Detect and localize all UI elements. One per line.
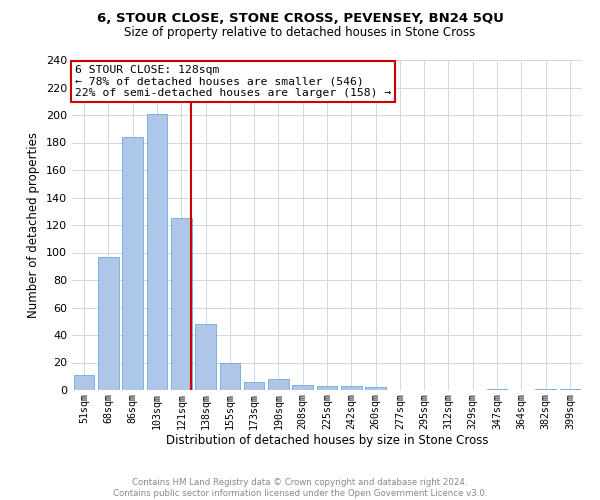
Bar [268, 379, 289, 390]
Bar [98, 256, 119, 390]
Bar [365, 387, 386, 390]
Text: 6 STOUR CLOSE: 128sqm
← 78% of detached houses are smaller (546)
22% of semi-det: 6 STOUR CLOSE: 128sqm ← 78% of detached … [74, 65, 391, 98]
Bar [220, 362, 240, 390]
Bar [292, 384, 313, 390]
Bar [195, 324, 216, 390]
Text: Contains HM Land Registry data © Crown copyright and database right 2024.
Contai: Contains HM Land Registry data © Crown c… [113, 478, 487, 498]
Bar [560, 388, 580, 390]
Bar [171, 218, 191, 390]
Text: 6, STOUR CLOSE, STONE CROSS, PEVENSEY, BN24 5QU: 6, STOUR CLOSE, STONE CROSS, PEVENSEY, B… [97, 12, 503, 26]
Bar [146, 114, 167, 390]
Text: Size of property relative to detached houses in Stone Cross: Size of property relative to detached ho… [124, 26, 476, 39]
X-axis label: Distribution of detached houses by size in Stone Cross: Distribution of detached houses by size … [166, 434, 488, 448]
Bar [122, 137, 143, 390]
Bar [244, 382, 265, 390]
Bar [74, 375, 94, 390]
Y-axis label: Number of detached properties: Number of detached properties [28, 132, 40, 318]
Bar [487, 388, 508, 390]
Bar [341, 386, 362, 390]
Bar [317, 386, 337, 390]
Bar [535, 388, 556, 390]
